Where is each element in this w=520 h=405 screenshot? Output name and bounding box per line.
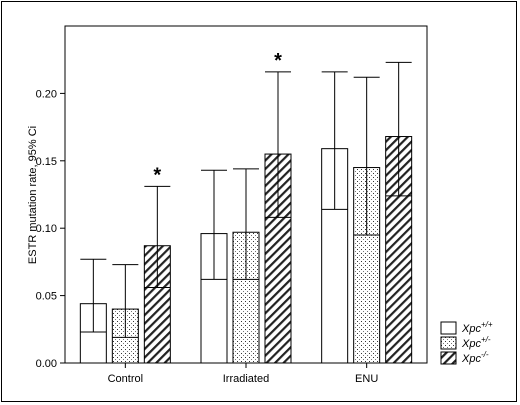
legend-label: Xpc-/- [461, 350, 489, 365]
legend-label-base: Xpc [461, 338, 481, 350]
error-bars [80, 61, 412, 338]
y-tick-label: 0.20 [36, 88, 57, 100]
y-tick-label: 0.00 [36, 358, 57, 370]
significance-asterisk: * [274, 50, 282, 72]
y-tick-label: 0.05 [36, 291, 57, 303]
legend-label-superscript: +/- [481, 335, 491, 344]
legend-label-superscript: -/- [481, 350, 489, 359]
legend-label-base: Xpc [461, 323, 481, 335]
legend-swatch-open [440, 321, 457, 335]
legend-swatch-hatched [440, 351, 457, 365]
x-axis: Control Irradiated ENU [108, 363, 378, 385]
x-category-label: ENU [355, 373, 378, 385]
legend-swatch-dotted [440, 336, 457, 350]
legend: Xpc+/+Xpc+/-Xpc-/- [440, 320, 493, 365]
y-axis-title: ESTR mutation rate, 95% Ci [27, 126, 39, 264]
bar-open [200, 233, 228, 364]
legend-label: Xpc+/- [461, 335, 491, 350]
legend-label-superscript: +/+ [481, 320, 493, 329]
bars [79, 136, 413, 364]
legend-label-base: Xpc [461, 353, 481, 365]
x-category-label: Irradiated [223, 373, 269, 385]
legend-label: Xpc+/+ [461, 320, 493, 335]
significance-asterisk: * [153, 164, 161, 186]
y-tick-label: 0.10 [36, 223, 57, 235]
y-axis: 0.00 0.05 0.10 0.15 0.20 [36, 88, 65, 370]
x-category-label: Control [108, 373, 143, 385]
y-tick-label: 0.15 [36, 156, 57, 168]
significance-markers: ** [153, 50, 282, 187]
